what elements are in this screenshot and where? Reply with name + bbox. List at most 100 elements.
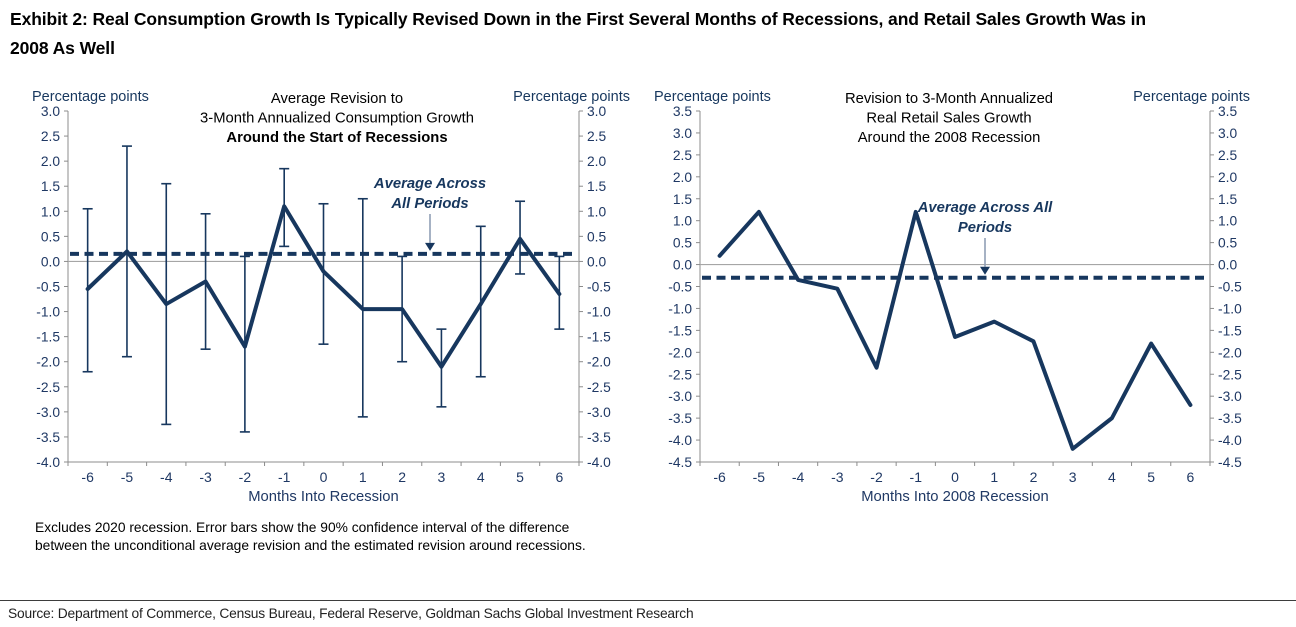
chart-title-line: Around the 2008 Recession: [858, 130, 1041, 146]
y-tick-label-left: -2.5: [668, 367, 692, 382]
x-tick-label: -6: [81, 469, 94, 485]
y-tick-label-left: 1.5: [41, 179, 61, 194]
y-tick-label-right: -1.0: [1218, 301, 1242, 316]
y-tick-label-left: 1.0: [41, 204, 61, 219]
y-tick-label-left: 0.5: [41, 229, 61, 244]
x-tick-label: -1: [910, 469, 923, 485]
y-tick-label-left: -3.0: [668, 389, 692, 404]
y-tick-label-left: -1.0: [668, 301, 692, 316]
y-tick-label-right: 2.0: [587, 154, 607, 169]
annotation-arrow-head: [980, 266, 990, 275]
y-tick-label-left: 1.0: [673, 214, 693, 229]
y-tick-label-left: 1.5: [673, 192, 693, 207]
x-tick-label: -3: [831, 469, 844, 485]
y-tick-label-left: -0.5: [668, 280, 692, 295]
x-tick-label: 0: [951, 469, 959, 485]
x-tick-label: -5: [121, 469, 134, 485]
x-tick-label: 1: [990, 469, 998, 485]
y-tick-label-left: 2.5: [673, 148, 693, 163]
y-tick-label-left: 3.0: [41, 104, 61, 119]
y-tick-label-right: 0.0: [1218, 258, 1238, 273]
x-tick-label: -3: [199, 469, 212, 485]
y-tick-label-right: -0.5: [587, 280, 611, 295]
consumption-revision-chart-svg: Percentage points Percentage points Averag…: [32, 89, 630, 505]
revision-data-line: [717, 209, 1193, 451]
x-tick-label: 3: [438, 469, 446, 485]
y-tick-label-left: -3.5: [668, 411, 692, 426]
y-tick-label-right: -4.5: [1218, 455, 1242, 470]
y-tick-label-right: -1.5: [587, 330, 611, 345]
retail-revision-chart: Percentage points Percentage points Revisi…: [652, 85, 1296, 522]
y-tick-label-right: -3.5: [587, 430, 611, 445]
x-tick-label: -6: [713, 469, 726, 485]
y-tick-label-right: 3.0: [1218, 126, 1238, 141]
y-tick-label-left: 0.0: [673, 258, 693, 273]
x-tick-label: -4: [792, 469, 805, 485]
y-tick-label-right: -4.0: [587, 455, 611, 470]
x-tick-label: -1: [278, 469, 291, 485]
source-divider: [0, 600, 1296, 601]
x-tick-label: 4: [477, 469, 485, 485]
y-tick-label-right: -4.0: [1218, 433, 1242, 448]
chart-title-line: Revision to 3-Month Annualized: [845, 91, 1053, 107]
y-tick-label-left: -2.5: [36, 380, 60, 395]
annotation-average-across-periods: Periods: [958, 220, 1012, 236]
exhibit-title-line1: Exhibit 2: Real Consumption Growth Is Ty…: [10, 9, 1146, 29]
exhibit-title-line2: 2008 As Well: [10, 38, 115, 58]
x-tick-label: 1: [359, 469, 367, 485]
y-tick-label-right: 2.5: [1218, 148, 1238, 163]
y-tick-label-right: -3.5: [1218, 411, 1242, 426]
y-tick-label-left: -4.5: [668, 455, 692, 470]
revision-data-line: [85, 204, 562, 369]
y-tick-label-left: 2.5: [41, 129, 61, 144]
annotation-arrow-head: [425, 242, 435, 251]
y-tick-label-left: -3.0: [36, 405, 60, 420]
annotation-average-across-periods: Average Across: [373, 176, 486, 192]
y-tick-label-left: -0.5: [36, 280, 60, 295]
y-tick-label-left: -1.0: [36, 305, 60, 320]
y-tick-label-left: -1.5: [36, 330, 60, 345]
y-axis-label-right: Percentage points: [513, 89, 630, 105]
y-tick-label-right: -2.0: [1218, 345, 1242, 360]
y-tick-label-left: 0.5: [673, 236, 693, 251]
chart-title-line: Real Retail Sales Growth: [866, 111, 1031, 127]
y-tick-label-left: -4.0: [668, 433, 692, 448]
x-tick-label: -2: [870, 469, 883, 485]
retail-revision-chart-svg: Percentage points Percentage points Revisi…: [654, 89, 1250, 505]
y-tick-label-right: 3.5: [1218, 104, 1238, 119]
consumption-revision-chart: Percentage points Percentage points Averag…: [30, 85, 652, 522]
y-tick-label-left: -2.0: [668, 345, 692, 360]
y-tick-label-left: -1.5: [668, 323, 692, 338]
x-tick-label: 4: [1108, 469, 1116, 485]
y-tick-label-right: -0.5: [1218, 280, 1242, 295]
y-tick-label-right: 2.5: [587, 129, 607, 144]
y-tick-label-right: 1.0: [587, 204, 607, 219]
x-tick-label: 5: [516, 469, 524, 485]
y-tick-label-right: -2.0: [587, 355, 611, 370]
y-tick-label-left: -3.5: [36, 430, 60, 445]
y-tick-label-left: 3.5: [673, 104, 693, 119]
y-tick-label-right: -3.0: [587, 405, 611, 420]
x-tick-label: 6: [555, 469, 563, 485]
exhibit-title: Exhibit 2: Real Consumption Growth Is Ty…: [10, 5, 1288, 63]
y-tick-label-right: -2.5: [587, 380, 611, 395]
annotation-average-across-periods: All Periods: [390, 196, 468, 212]
y-tick-label-left: 0.0: [41, 254, 61, 269]
y-tick-label-right: -3.0: [1218, 389, 1242, 404]
x-tick-label: 2: [398, 469, 406, 485]
y-axis-label-left: Percentage points: [654, 89, 771, 105]
y-tick-label-left: 2.0: [673, 170, 693, 185]
x-tick-label: 5: [1147, 469, 1155, 485]
source-text: Source: Department of Commerce, Census B…: [8, 606, 694, 621]
x-tick-label: -4: [160, 469, 173, 485]
annotation-average-across-periods: Average Across All: [917, 200, 1053, 216]
chart-title-line: Around the Start of Recessions: [226, 130, 447, 146]
y-tick-label-right: 3.0: [587, 104, 607, 119]
y-tick-label-left: -4.0: [36, 455, 60, 470]
y-tick-label-left: -2.0: [36, 355, 60, 370]
y-axis-label-right: Percentage points: [1133, 89, 1250, 105]
y-tick-label-right: 0.5: [1218, 236, 1238, 251]
y-tick-label-right: 1.5: [1218, 192, 1238, 207]
chart-title-line: Average Revision to: [271, 91, 403, 107]
